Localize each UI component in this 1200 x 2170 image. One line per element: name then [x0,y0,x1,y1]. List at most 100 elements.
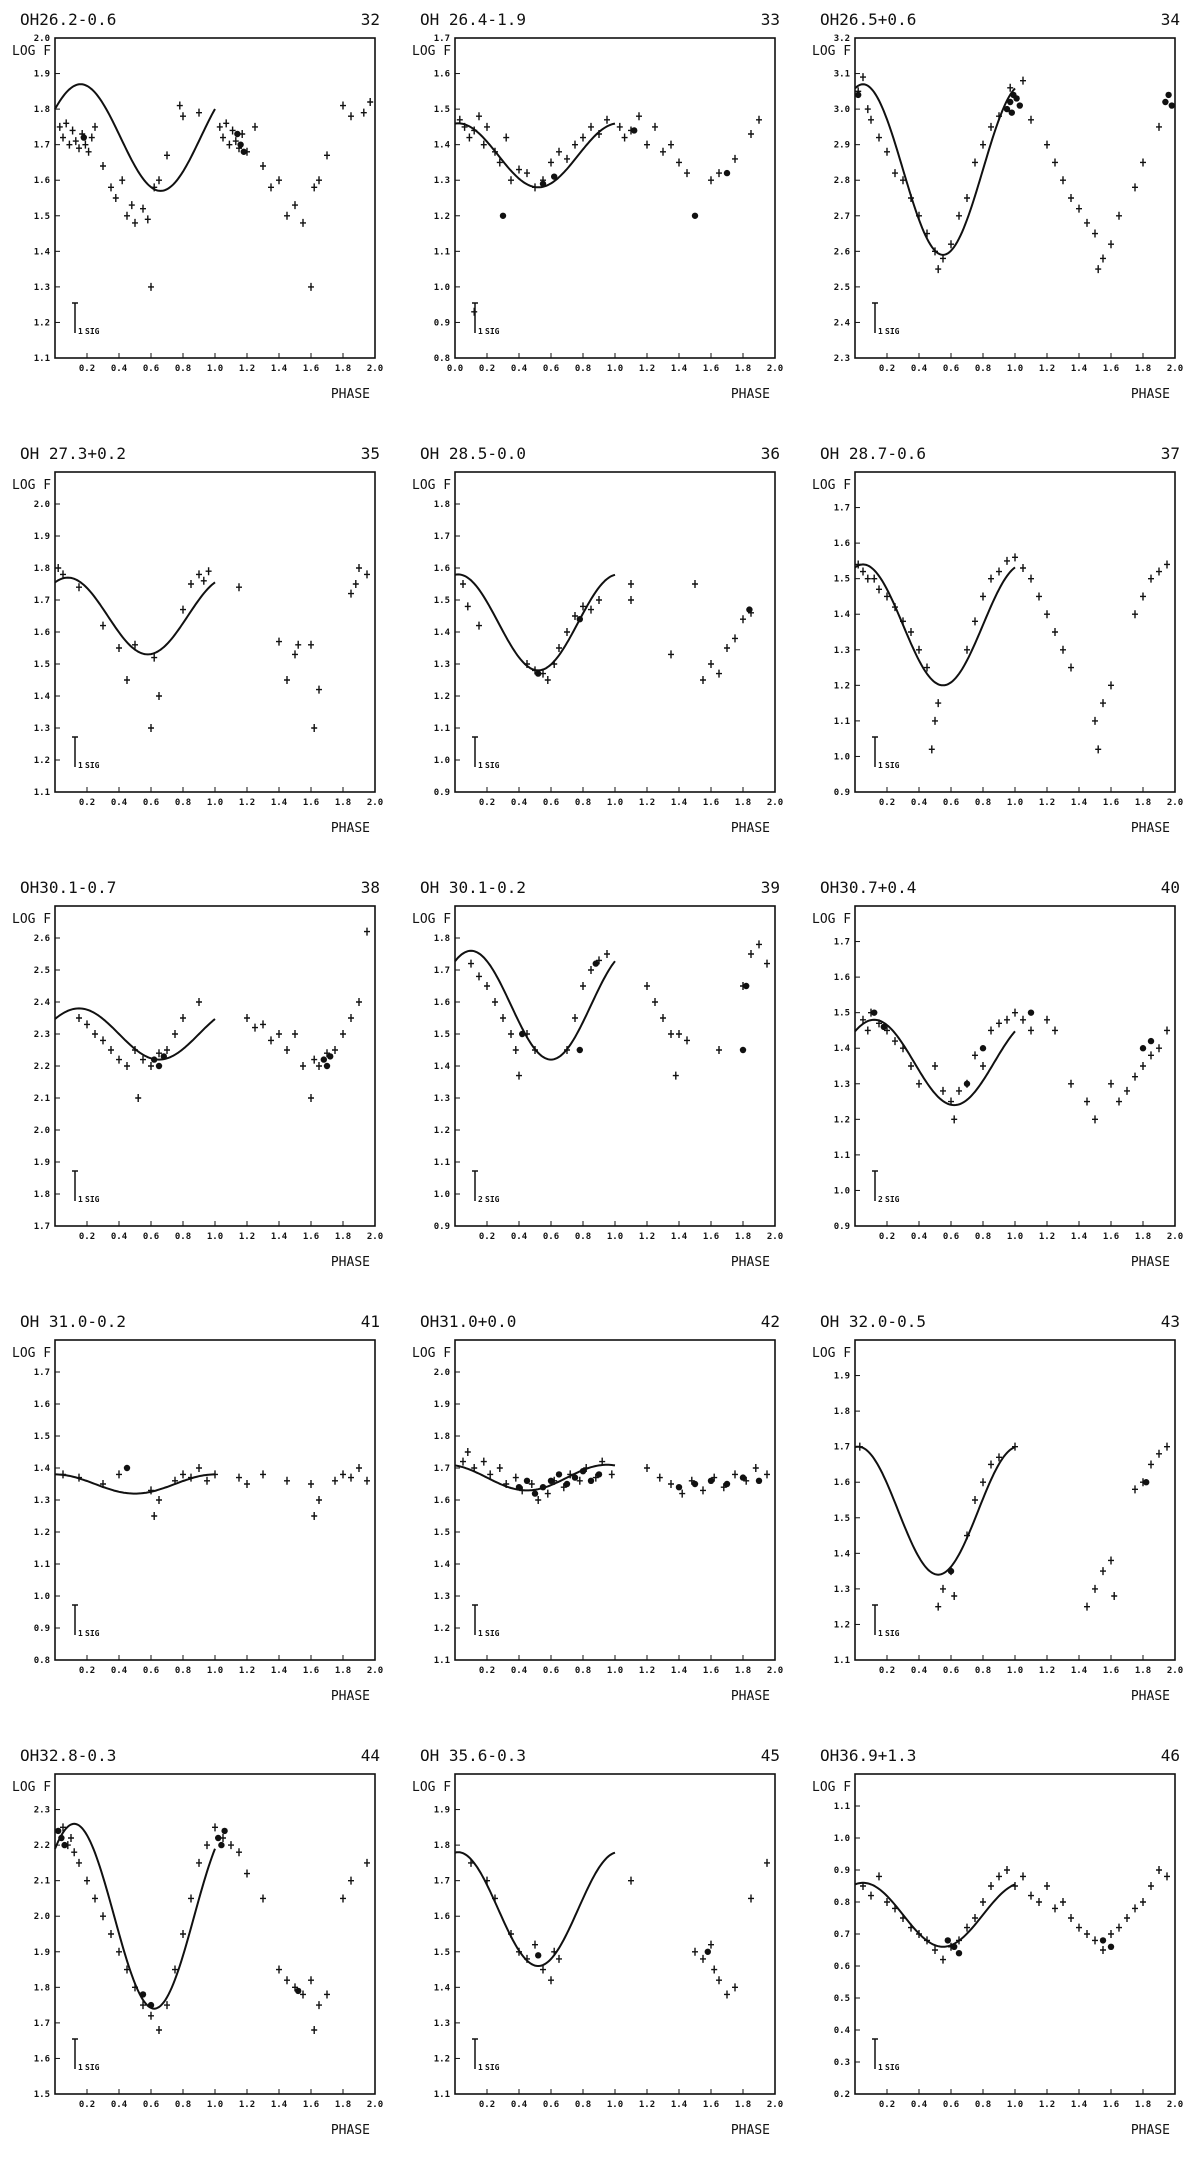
chart-title: OH 28.7-0.6 [820,444,926,463]
data-point [676,1030,682,1038]
data-point-dot [58,1834,65,1842]
data-point [711,1473,718,1482]
y-axis-label: LOG F [412,44,451,59]
data-point [1111,1592,1118,1600]
data-point [340,1470,346,1479]
x-tick-label: 2.0 [367,1232,383,1242]
data-point [236,1473,242,1482]
y-tick-label: 1.4 [434,141,451,151]
data-point-dot [535,1952,542,1959]
data-point [996,1872,1002,1881]
sigma-label: SIG [485,761,500,770]
y-tick-label: 1.7 [34,2019,50,2029]
data-point-dot [739,1046,747,1054]
data-point [116,1055,122,1064]
data-point [180,1930,186,1938]
data-point [668,650,674,659]
x-tick-label: 0.8 [175,2100,191,2110]
data-point [1012,553,1018,562]
y-tick-label: 2.1 [34,1094,50,1104]
x-tick-label: 0.4 [911,2100,928,2110]
data-point [196,1858,202,1867]
data-point-dot [691,212,699,219]
fit-curve [854,83,1016,256]
data-point-dot [547,1477,555,1484]
data-point [956,211,962,220]
data-point [1028,115,1034,124]
data-point [711,1965,718,1974]
chart-title: OH 27.3+0.2 [20,444,126,463]
x-tick-label: 0.4 [111,798,128,808]
y-tick-label: 1.2 [434,2054,450,2064]
data-point [316,1062,322,1070]
data-point [604,115,610,124]
data-point [716,1046,722,1054]
data-point [1084,1097,1090,1106]
data-point-dot [218,1841,225,1849]
y-axis-label: LOG F [812,912,851,927]
data-point [236,583,242,592]
data-point [544,676,551,684]
data-point [576,1476,583,1485]
fit-curve [854,1445,1016,1576]
y-axis-label: LOG F [12,44,51,59]
data-point [503,1480,510,1488]
data-point [461,122,468,131]
data-point [583,1464,590,1472]
panel-number: 43 [1161,1312,1180,1331]
y-tick-label: 1.5 [834,575,850,585]
data-point-dot [592,960,599,967]
y-tick-label: 1.5 [434,596,450,606]
y-tick-label: 1.9 [34,1948,50,1958]
x-axis-label: PHASE [1131,387,1170,402]
data-point [300,1990,306,1999]
x-tick-label: 1.6 [303,2100,319,2110]
data-point [1028,1891,1034,1900]
data-point-dot [139,1991,147,1998]
y-tick-label: 3.1 [834,70,850,80]
panel-number: 45 [761,1746,780,1765]
panel-number: 34 [1161,10,1180,29]
data-point [332,1476,338,1485]
data-point [492,1894,498,1903]
data-point [471,126,478,135]
plot-frame [854,1339,1176,1661]
data-point [1164,1026,1170,1035]
y-tick-label: 1.6 [434,564,450,574]
y-tick-label: 1.7 [34,596,50,606]
sigma-label: SIG [85,327,100,336]
data-point [216,122,223,131]
data-point [276,1965,282,1974]
data-point [916,211,922,220]
chart-title: OH 32.0-0.5 [820,1312,926,1331]
data-point [180,605,186,614]
data-point [748,950,754,958]
y-tick-label: 1.7 [834,1443,850,1453]
data-point-dot [1168,102,1175,109]
y-tick-label: 1.3 [34,283,50,293]
x-tick-label: 2.0 [367,798,383,808]
data-point [476,972,482,981]
chart-svg-42: OH31.0+0.0 42 LOG F 0.2 0.4 0.6 0.8 1.0 1.2 1.4 1.… [412,1312,783,1704]
data-point [316,176,322,185]
data-point [308,282,314,291]
data-point [1156,122,1162,131]
data-point [340,1030,346,1038]
y-tick-label: 1.2 [434,1126,450,1136]
data-point-dot [519,1030,526,1038]
data-point [1020,1015,1026,1024]
sigma-label: SIG [85,2063,100,2072]
x-tick-label: 1.6 [703,364,719,374]
x-tick-label: 1.8 [735,364,751,374]
data-point [548,1976,554,1985]
data-point [252,1023,258,1032]
data-point [580,602,586,611]
y-tick-label: 1.2 [834,681,850,691]
panel-number: 36 [761,444,780,463]
chart-svg-46: OH36.9+1.3 46 LOG F 0.2 0.4 0.6 0.8 1.0 1.2 1.4 1.… [812,1746,1183,2138]
sigma-multiplier: 1 [878,327,883,336]
y-tick-label: 1.4 [834,1549,851,1559]
data-point [868,115,874,124]
data-point [356,564,362,572]
data-point-dot [320,1056,327,1063]
